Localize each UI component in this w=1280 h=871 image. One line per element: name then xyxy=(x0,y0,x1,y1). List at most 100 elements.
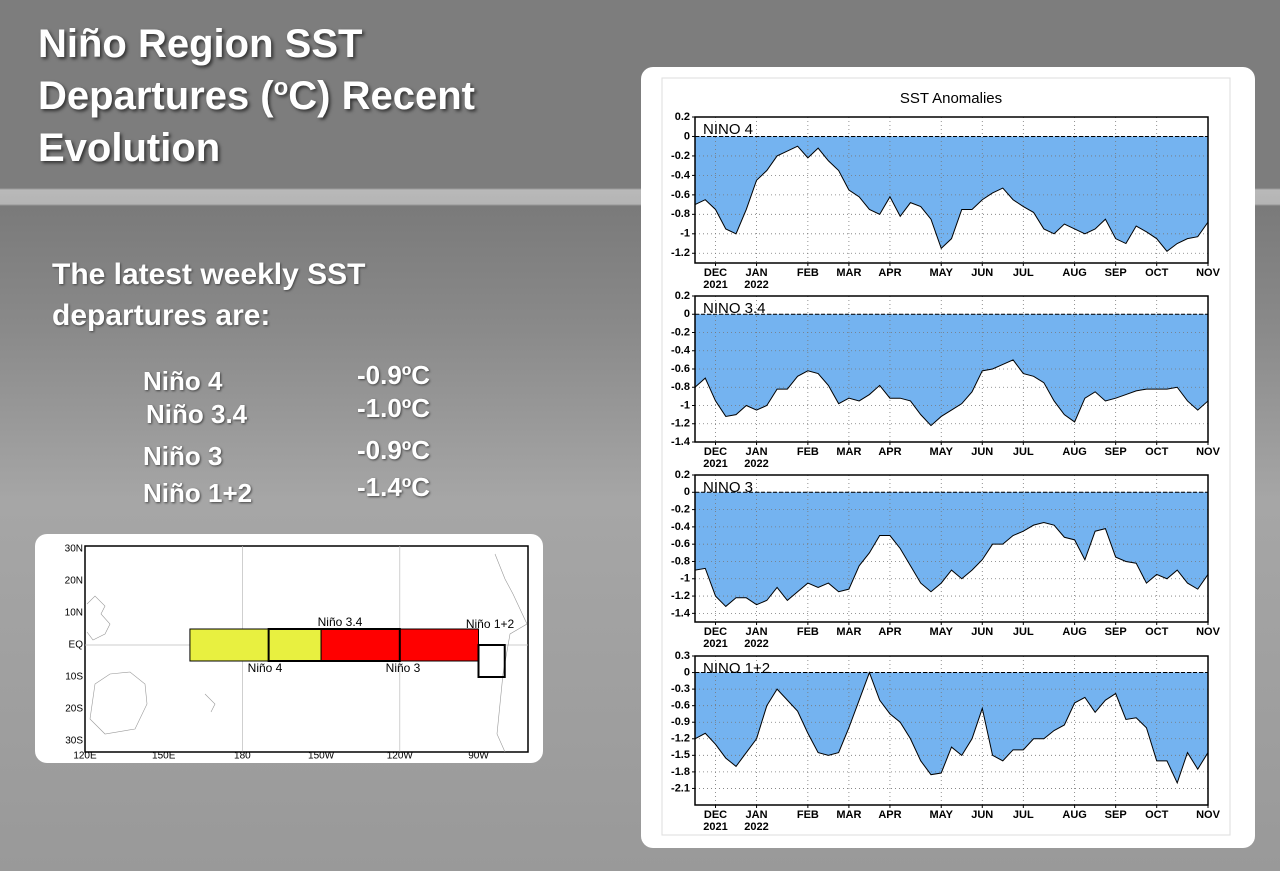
y-tick-label: -0.2 xyxy=(671,503,690,515)
y-tick-label: -0.6 xyxy=(671,538,690,550)
x-tick-label: NOV xyxy=(1196,809,1220,821)
chart-panel: SST Anomalies 0.2 0 -0.2 -0.4 -0.6 -0.8 -1 -1.2 N… xyxy=(641,67,1255,848)
y-tick-label: -0.2 xyxy=(671,326,690,338)
y-tick-label: -0.6 xyxy=(671,700,690,712)
line xyxy=(694,522,1209,608)
y-tick-label: -0.8 xyxy=(671,208,690,220)
plot-frame xyxy=(694,655,1209,806)
y-tick-label: -1.4 xyxy=(671,607,691,619)
y-tick-label: -2.1 xyxy=(671,782,690,794)
subtitle: The latest weekly SST departures are: xyxy=(52,258,366,332)
x-tick-label: MAY xyxy=(929,809,953,821)
x-tick-label: MAY xyxy=(929,267,953,279)
y-tick-label: -0.4 xyxy=(671,521,691,533)
charts: SST Anomalies 0.2 0 -0.2 -0.4 -0.6 -0.8 -1 -1.2 N… xyxy=(661,77,1231,836)
table-cell: Niño 1+2 xyxy=(143,478,253,508)
x-tick-label: FEB xyxy=(796,267,819,279)
title-text: C) Recent Evolution xyxy=(38,74,475,170)
x-tick-label: SEP xyxy=(1104,626,1127,638)
x-tick-label: JAN 2022 xyxy=(744,626,769,650)
lat-label: 20N xyxy=(65,576,83,587)
x-tick-label: JAN 2022 xyxy=(744,446,769,470)
x-tick-label: FEB xyxy=(796,446,819,458)
x-tick-label: JUN xyxy=(971,626,994,638)
x-tick-label: JUN xyxy=(971,809,994,821)
coastline xyxy=(86,595,111,641)
area-fill xyxy=(695,136,1208,252)
lat-label: 10S xyxy=(65,672,83,683)
region-label: Niño 3 xyxy=(386,661,421,675)
x-tick-label: MAY xyxy=(929,446,953,458)
lat-label: EQ xyxy=(69,640,84,651)
line xyxy=(694,671,1209,785)
nino4-region xyxy=(189,628,322,662)
y-tick-label: -0.9 xyxy=(671,716,690,728)
series-name: NINO 4 xyxy=(703,121,753,138)
x-tick-label: SEP xyxy=(1104,446,1127,458)
x-tick-label: OCT xyxy=(1145,446,1169,458)
y-tick-label: -1 xyxy=(680,228,690,240)
y-tick-label: -0.4 xyxy=(671,345,691,357)
x-tick-label: MAR xyxy=(836,267,862,279)
x-tick-label: JUN xyxy=(971,446,994,458)
series-name: NINO 1+2 xyxy=(703,660,770,677)
y-tick-label: -0.3 xyxy=(671,683,690,695)
line xyxy=(694,359,1209,427)
x-tick-label: JAN 2022 xyxy=(744,809,769,833)
lat-label: 30N xyxy=(65,544,83,555)
panel-title: SST Anomalies xyxy=(900,90,1002,107)
series-name: NINO 3 xyxy=(703,479,753,496)
y-tick-label: -1 xyxy=(680,573,690,585)
x-tick-label: JUN xyxy=(971,267,994,279)
plot-frame xyxy=(694,474,1209,623)
y-tick-label: -1.2 xyxy=(671,418,690,430)
plot-frame xyxy=(694,116,1209,264)
slide-title: Niño Region SST Departures (oC) Recent E… xyxy=(38,18,538,174)
coastline xyxy=(89,671,148,735)
region-label: Niño 4 xyxy=(248,661,283,675)
series-name: NINO 3.4 xyxy=(703,300,766,317)
x-tick-label: APR xyxy=(878,626,902,638)
y-tick-label: 0 xyxy=(684,486,690,498)
coastline xyxy=(494,553,528,753)
x-tick-label: MAY xyxy=(929,626,953,638)
y-tick-label: -1 xyxy=(680,399,690,411)
y-tick-label: -1.5 xyxy=(671,749,690,761)
x-tick-label: APR xyxy=(878,446,902,458)
y-tick-label: 0.2 xyxy=(675,469,690,481)
y-tick-label: 0.2 xyxy=(675,290,690,302)
x-tick-label: DEC 2021 xyxy=(703,626,728,650)
x-tick-label: OCT xyxy=(1145,626,1169,638)
x-tick-label: DEC 2021 xyxy=(703,267,728,291)
x-tick-label: DEC 2021 xyxy=(703,446,728,470)
region-label: Niño 3.4 xyxy=(318,615,363,629)
y-tick-label: 0 xyxy=(684,308,690,320)
y-tick-label: -1.8 xyxy=(671,766,690,778)
x-tick-label: NOV xyxy=(1196,626,1220,638)
y-tick-label: -0.8 xyxy=(671,381,690,393)
x-tick-label: AUG xyxy=(1062,446,1087,458)
x-tick-label: JAN 2022 xyxy=(744,267,769,291)
x-tick-label: JUL xyxy=(1012,446,1034,458)
title-superscript: o xyxy=(273,74,289,101)
x-tick-label: AUG xyxy=(1062,809,1087,821)
x-tick-label: APR xyxy=(878,267,902,279)
coastline xyxy=(204,693,216,713)
x-tick-label: SEP xyxy=(1104,267,1127,279)
table-cell: -0.9ºC xyxy=(357,360,431,390)
table-cell: Niño 3.4 xyxy=(146,399,248,429)
lat-label: 20S xyxy=(65,704,83,715)
y-tick-label: -0.8 xyxy=(671,555,690,567)
y-tick-label: -0.4 xyxy=(671,169,691,181)
map-panel: 30N 20N 10N EQ 10S 20S 30S 120E 150E 180 150W 120W 9… xyxy=(35,534,543,763)
y-tick-label: -1.2 xyxy=(671,590,690,602)
x-tick-label: JUL xyxy=(1012,626,1034,638)
line xyxy=(694,145,1209,253)
x-tick-label: MAR xyxy=(836,446,862,458)
x-tick-label: APR xyxy=(878,809,902,821)
title-text: Niño Region SST Departures ( xyxy=(38,22,363,118)
x-tick-label: AUG xyxy=(1062,626,1087,638)
x-tick-label: JUL xyxy=(1012,267,1034,279)
table-cell: Niño 4 xyxy=(143,366,223,396)
y-tick-label: 0 xyxy=(684,130,690,142)
